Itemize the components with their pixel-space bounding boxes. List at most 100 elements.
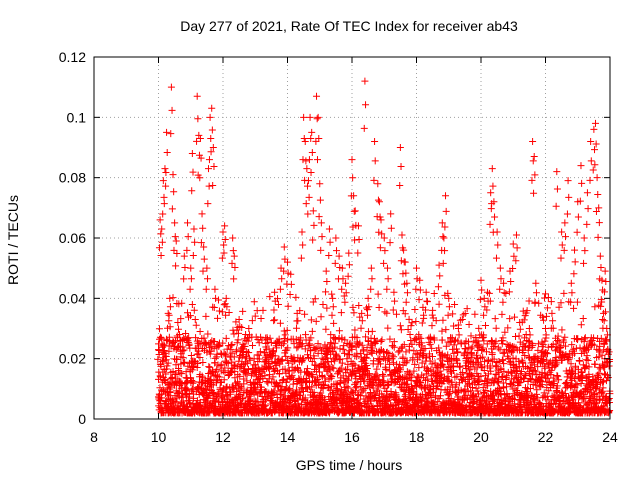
data-point (500, 289, 508, 297)
data-point (512, 364, 520, 372)
y-tick-labels: 0 0.02 0.04 0.06 0.08 0.1 0.12 (59, 49, 86, 427)
data-point (376, 355, 384, 363)
data-point (237, 346, 245, 354)
data-point (252, 365, 260, 373)
data-point (532, 375, 540, 383)
data-point (362, 101, 370, 109)
data-point (210, 303, 218, 311)
data-point (507, 380, 515, 388)
data-point (532, 279, 540, 287)
data-point (316, 180, 324, 188)
data-point (188, 366, 196, 374)
data-point (423, 297, 431, 305)
data-point (601, 363, 609, 371)
data-point (198, 372, 206, 380)
data-point (374, 180, 382, 188)
data-point (552, 343, 560, 351)
data-point (206, 350, 214, 358)
data-point (297, 254, 305, 262)
data-point (479, 344, 487, 352)
data-point (362, 354, 370, 362)
data-point (188, 300, 196, 308)
data-point (315, 379, 323, 387)
data-point (504, 324, 512, 332)
data-point (397, 344, 405, 352)
data-point (320, 382, 328, 390)
data-point (313, 92, 321, 100)
data-point (168, 374, 176, 382)
data-point (256, 348, 264, 356)
data-point (399, 307, 407, 315)
data-point (400, 341, 408, 349)
data-point (294, 317, 302, 325)
data-point (341, 378, 349, 386)
data-point (165, 311, 173, 319)
data-point (218, 361, 226, 369)
data-point (209, 182, 217, 190)
data-point (247, 371, 255, 379)
data-point (390, 353, 398, 361)
data-point (308, 148, 316, 156)
data-point (333, 370, 341, 378)
data-point (168, 106, 176, 114)
data-point (413, 264, 420, 272)
data-point (214, 296, 222, 304)
data-point (169, 294, 177, 302)
data-point (162, 370, 170, 378)
data-point (587, 342, 595, 350)
data-point (178, 299, 186, 307)
x-tick-labels: 8 10 12 14 16 18 20 22 24 (90, 429, 618, 445)
data-point (391, 366, 399, 374)
data-point (445, 294, 453, 302)
data-point (365, 303, 373, 311)
data-point (260, 358, 268, 366)
data-point (535, 398, 543, 406)
data-point (534, 355, 542, 363)
data-point (391, 297, 399, 305)
data-point (444, 351, 452, 359)
data-point (166, 294, 174, 302)
data-point (568, 289, 576, 297)
data-point (188, 150, 196, 158)
data-point (226, 404, 234, 412)
data-point (227, 388, 235, 396)
data-point (478, 286, 486, 294)
data-point (350, 207, 358, 215)
data-point (545, 360, 553, 368)
data-point (332, 380, 340, 388)
data-point (405, 315, 413, 323)
data-point (341, 298, 349, 306)
y-tick-label: 0.04 (59, 290, 86, 306)
data-point (266, 293, 274, 301)
data-point (467, 358, 475, 366)
data-point (182, 330, 190, 338)
data-point (438, 219, 446, 227)
data-point (442, 207, 450, 215)
data-point (462, 364, 470, 372)
data-point (505, 354, 513, 362)
data-point (368, 327, 376, 335)
data-point (481, 303, 489, 311)
data-point (402, 348, 410, 356)
data-point (492, 324, 500, 332)
data-point (431, 377, 439, 385)
data-point (349, 223, 357, 231)
data-point (403, 375, 411, 383)
data-point (366, 377, 374, 385)
data-point (600, 363, 608, 371)
data-point (155, 350, 163, 358)
data-point (276, 285, 284, 293)
data-point (499, 298, 507, 306)
data-point (380, 353, 388, 361)
data-point (497, 275, 505, 283)
data-point (344, 384, 352, 392)
data-point (166, 303, 174, 311)
data-point (543, 304, 551, 312)
data-point (589, 395, 597, 403)
data-point (261, 402, 269, 410)
data-point (499, 349, 507, 357)
data-point (492, 362, 500, 370)
data-point (301, 137, 309, 145)
data-point (169, 171, 177, 179)
data-point (429, 371, 437, 379)
